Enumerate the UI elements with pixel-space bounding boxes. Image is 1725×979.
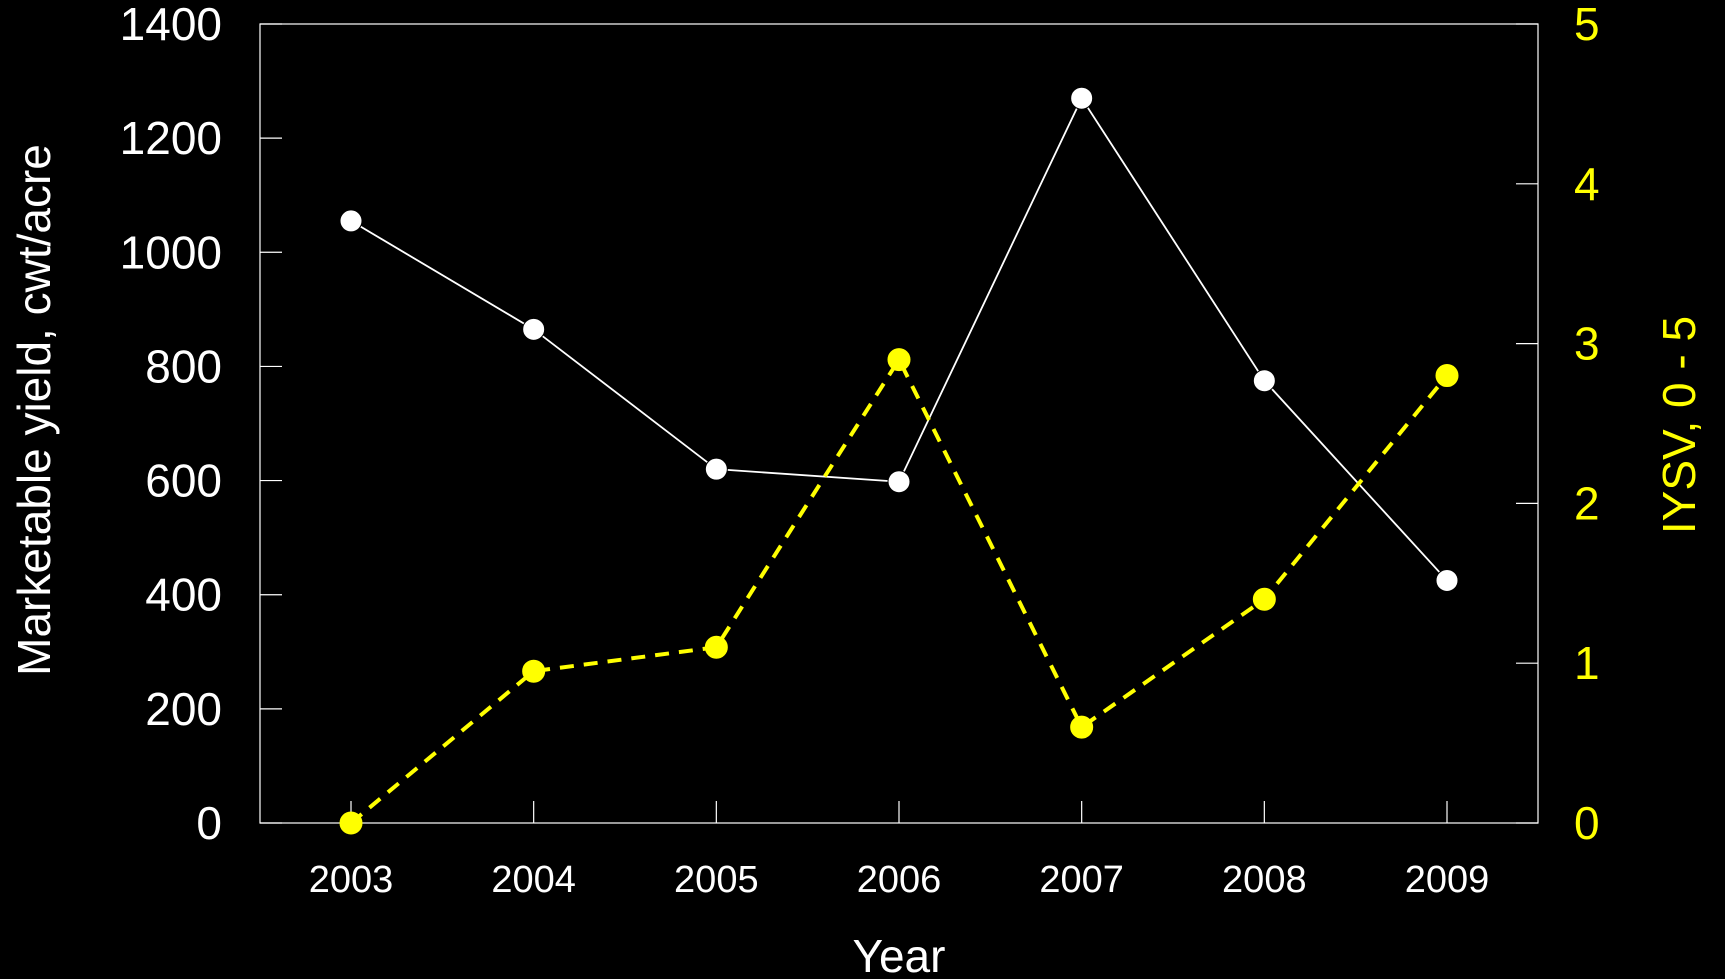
y-axis-right-title: IYSV, 0 - 5 [1653,316,1705,534]
y-left-tick-label: 1200 [120,112,222,164]
y-axis-left-title: Marketable yield, cwt/acre [8,144,60,676]
yield-series-point [522,317,546,341]
y-left-tick-label: 400 [145,569,222,621]
y-left-tick-label: 1400 [120,0,222,50]
yield-series-point [704,457,728,481]
yield-series-point [1252,369,1276,393]
y-left-tick-label: 1000 [120,226,222,278]
y-right-tick-label: 0 [1574,797,1600,849]
y-axis-right-ticks: 0 1 2 3 4 5 [1516,0,1600,849]
x-tick-label: 2006 [857,859,942,901]
iysv-series-point [704,635,728,659]
yield-series-point [1070,86,1094,110]
y-right-tick-label: 2 [1574,477,1600,529]
x-tick-label: 2005 [674,859,759,901]
x-tick-label: 2009 [1405,859,1490,901]
series-layer [339,86,1459,835]
x-tick-label: 2003 [309,859,394,901]
yield-series-point [887,470,911,494]
y-right-tick-label: 3 [1574,318,1600,370]
x-tick-label: 2007 [1039,859,1124,901]
y-right-tick-label: 4 [1574,158,1600,210]
yield-series-point [339,209,363,233]
iysv-series-point [1435,364,1459,388]
iysv-series-point [522,659,546,683]
y-right-tick-label: 5 [1574,0,1600,50]
iysv-series-point [1252,587,1276,611]
x-axis-ticks: 2003 2004 2005 2006 2007 2008 2009 [309,801,1490,901]
yield-series-point [1435,568,1459,592]
y-axis-left-ticks: 0 200 400 600 800 1000 1200 1400 [120,0,282,849]
x-tick-label: 2008 [1222,859,1307,901]
x-axis-title: Year [853,930,946,979]
x-tick-label: 2004 [491,859,576,901]
y-right-tick-label: 1 [1574,637,1600,689]
iysv-series-point [339,811,363,835]
iysv-series-point [1070,715,1094,739]
y-left-tick-label: 800 [145,340,222,392]
iysv-series-point [887,348,911,372]
y-left-tick-label: 0 [196,797,222,849]
y-left-tick-label: 600 [145,455,222,507]
y-left-tick-label: 200 [145,683,222,735]
